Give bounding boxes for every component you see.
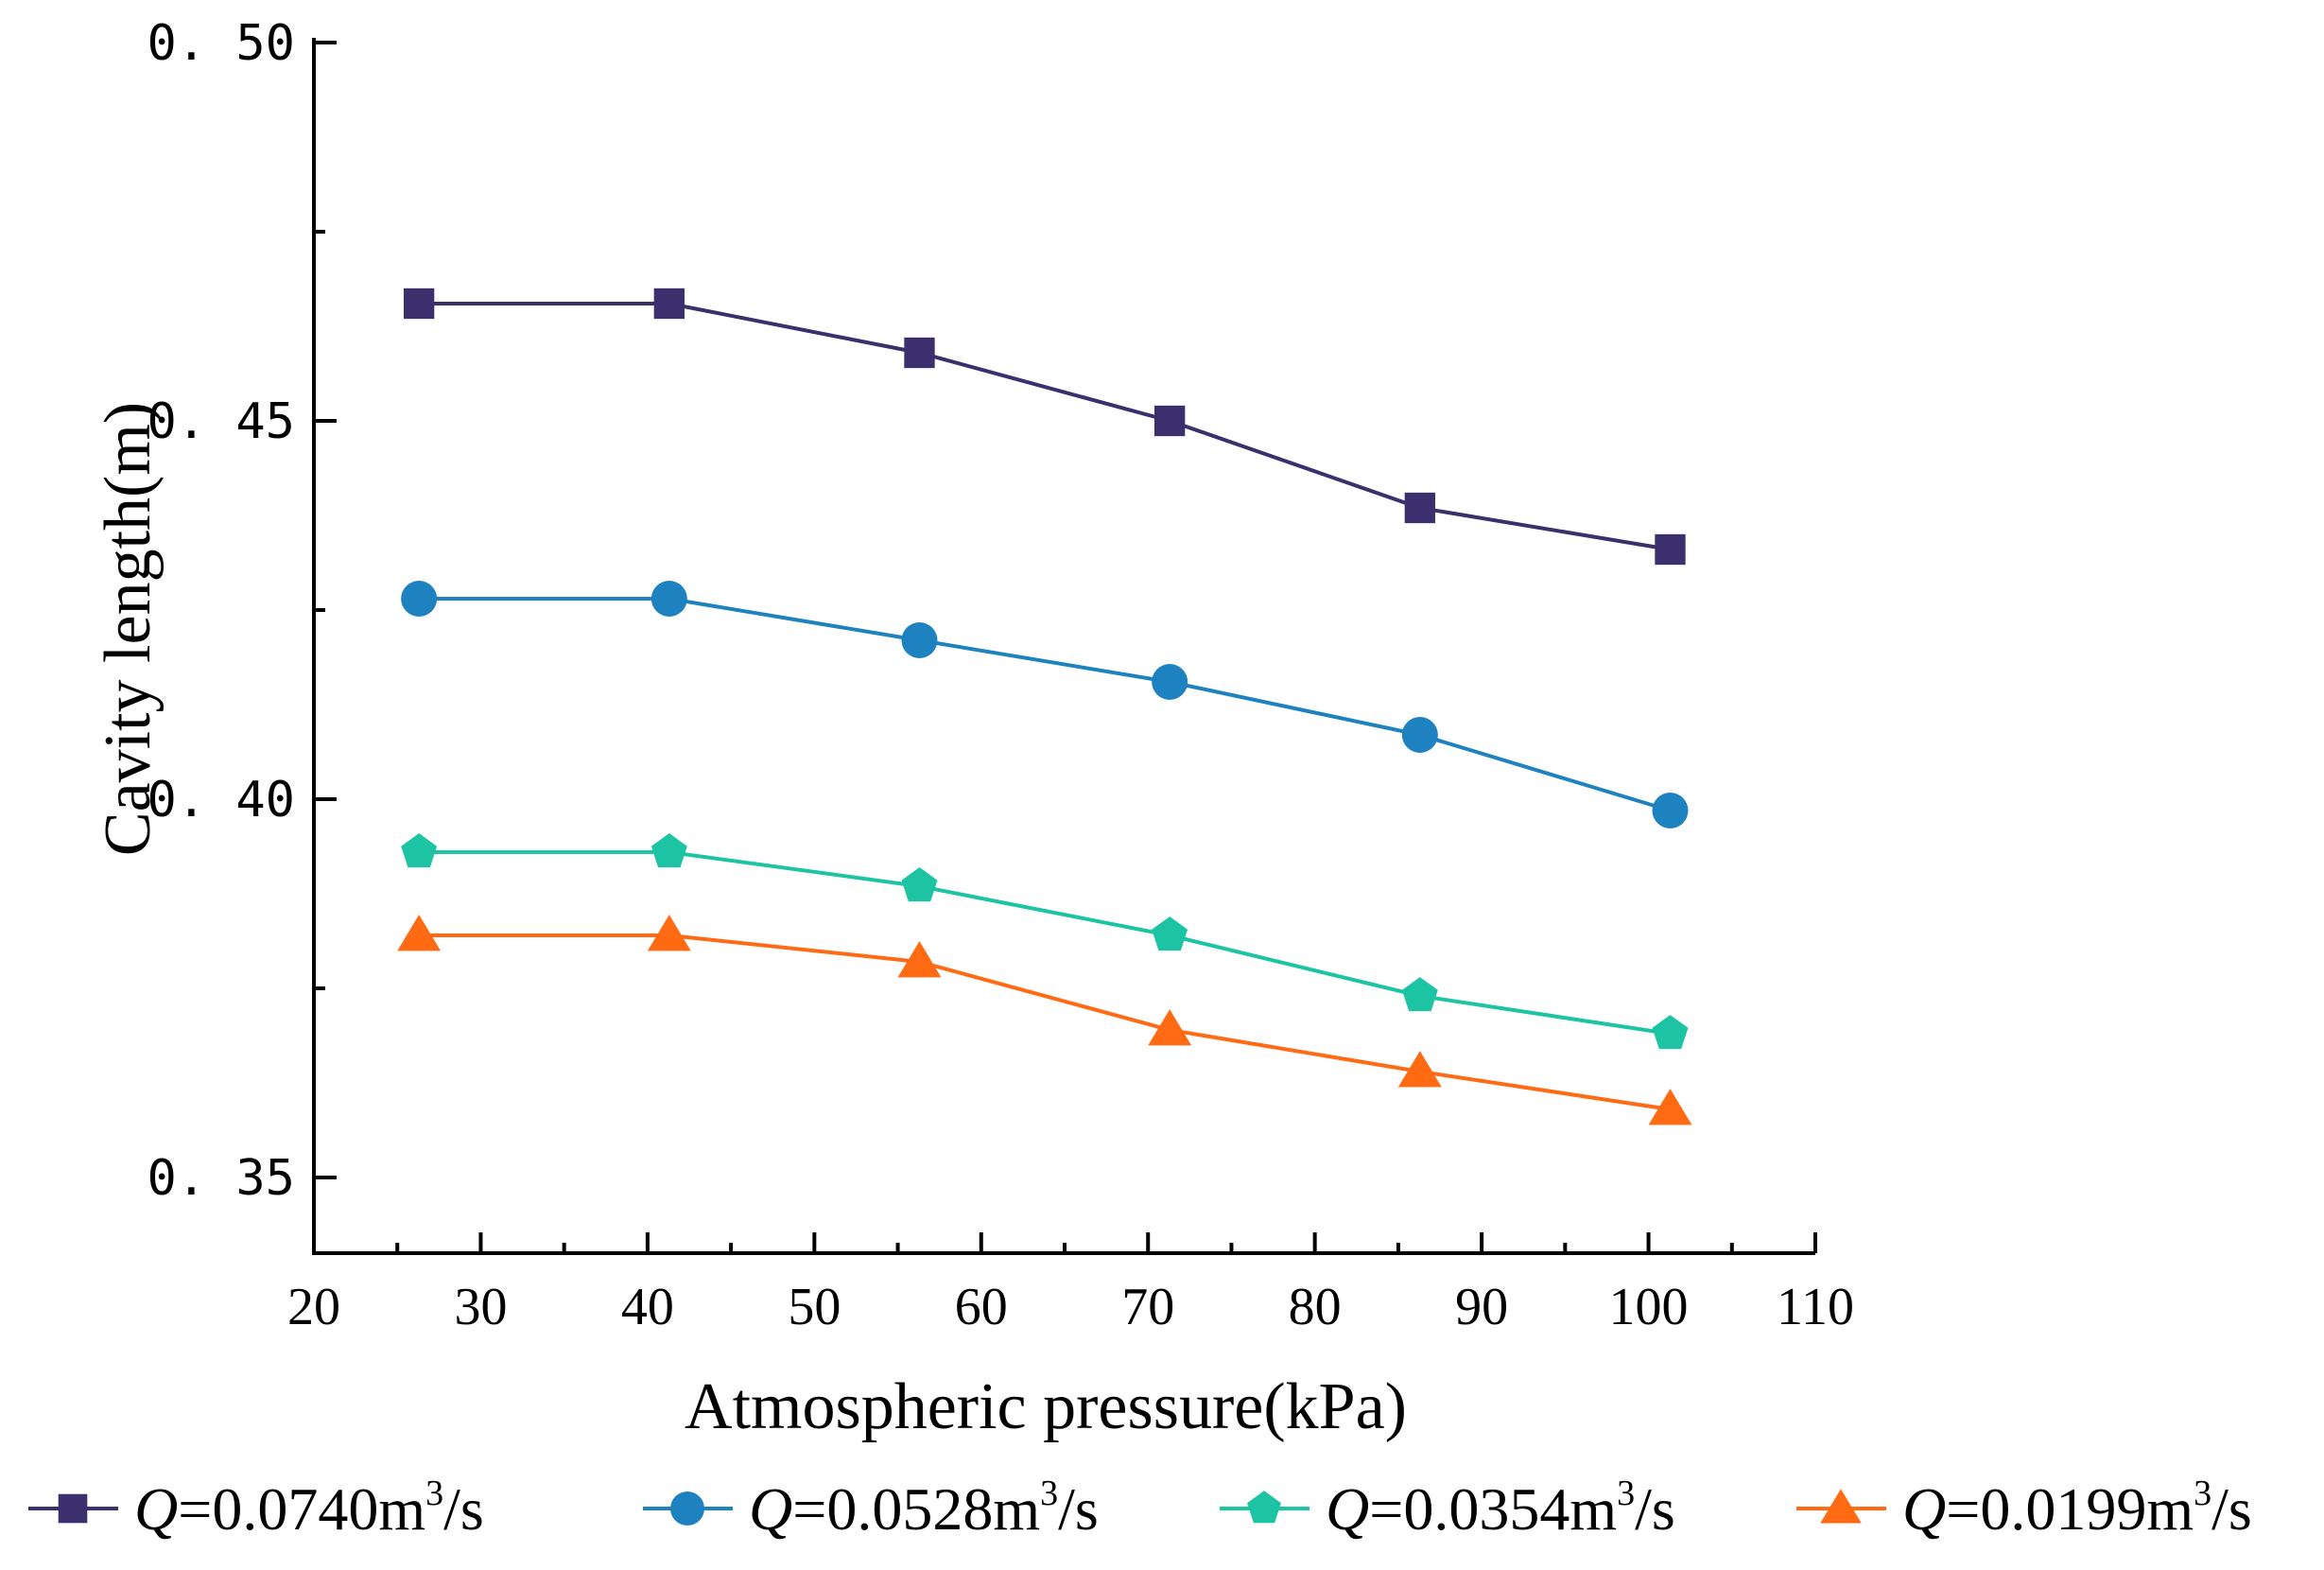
legend-label: Q=0.0528m3/s — [749, 1474, 1099, 1543]
y-tick-label: 0. 35 — [147, 1150, 295, 1207]
pentagon-marker — [1247, 1491, 1281, 1524]
legend-item-4: Q=0.0199m3/s — [1796, 1474, 2252, 1543]
x-axis-title: Atmospheric pressure(kPa) — [685, 1370, 1407, 1443]
series-line — [419, 302, 1671, 551]
triangle-marker — [1820, 1489, 1862, 1524]
legend-symbol: Q — [749, 1475, 792, 1543]
square-marker — [404, 288, 435, 320]
series-layer — [397, 288, 1692, 1125]
legend-label: Q=0.0354m3/s — [1326, 1474, 1675, 1543]
series-line — [419, 850, 1671, 1036]
pentagon-marker — [901, 867, 938, 902]
triangle-marker — [1648, 1089, 1692, 1125]
triangle-marker — [397, 915, 442, 951]
legend-unit: /s — [1635, 1475, 1675, 1543]
series-1 — [404, 288, 1686, 566]
square-marker — [904, 337, 935, 369]
square-marker — [58, 1493, 88, 1524]
legend-exponent: 3 — [1040, 1474, 1058, 1513]
pentagon-marker — [650, 833, 687, 868]
legend-exponent: 3 — [1617, 1474, 1635, 1513]
legend-item-2: Q=0.0528m3/s — [643, 1474, 1099, 1543]
x-tick-label: 90 — [1455, 1278, 1508, 1336]
series-2 — [401, 581, 1689, 829]
circle-marker — [650, 581, 687, 617]
circle-marker — [1652, 793, 1689, 829]
legend-unit: /s — [1058, 1475, 1099, 1543]
legend-value: =0.0354m — [1369, 1475, 1617, 1543]
legend: Q=0.0740m3/s Q=0.0528m3/s Q=0.0354m3/s Q=0.… — [28, 1474, 2252, 1543]
series-3 — [401, 833, 1689, 1050]
x-tick-label: 50 — [788, 1278, 841, 1336]
x-tick-label: 100 — [1609, 1278, 1689, 1336]
legend-symbol: Q — [1902, 1475, 1946, 1543]
legend-exponent: 3 — [2194, 1474, 2211, 1513]
legend-value: =0.0740m — [178, 1475, 425, 1543]
x-tick-label: 60 — [955, 1278, 1008, 1336]
circle-marker — [1152, 664, 1188, 700]
square-marker — [1404, 492, 1435, 524]
legend-unit: /s — [443, 1475, 484, 1543]
triangle-marker — [1397, 1051, 1442, 1088]
legend-unit: /s — [2211, 1475, 2252, 1543]
pentagon-marker — [1401, 977, 1438, 1012]
triangle-marker — [647, 915, 691, 951]
legend-symbol: Q — [134, 1475, 178, 1543]
y-tick-label: 0. 40 — [147, 772, 295, 829]
square-marker — [1655, 533, 1686, 566]
circle-marker — [901, 622, 938, 658]
pentagon-marker — [1152, 916, 1188, 951]
square-marker — [653, 288, 685, 320]
legend-symbol: Q — [1326, 1475, 1369, 1543]
y-tick-label: 0. 45 — [147, 393, 295, 450]
x-tick-label: 40 — [621, 1278, 674, 1336]
triangle-marker — [897, 941, 942, 978]
circle-marker — [1401, 717, 1438, 753]
square-marker — [1154, 405, 1186, 437]
x-tick-label: 30 — [454, 1278, 507, 1336]
circle-marker — [670, 1492, 704, 1526]
y-tick-label: 0. 50 — [147, 15, 295, 72]
series-4 — [397, 915, 1692, 1125]
triangle-marker — [1148, 1009, 1192, 1046]
x-tick-label: 80 — [1289, 1278, 1342, 1336]
legend-value: =0.0199m — [1946, 1475, 2194, 1543]
x-tick-label: 20 — [287, 1278, 340, 1336]
circle-marker — [401, 581, 438, 617]
pentagon-marker — [401, 833, 438, 868]
series-line — [419, 597, 1672, 812]
legend-value: =0.0528m — [792, 1475, 1040, 1543]
axes: 20 30 40 50 60 70 80 90 100 110 0. 35 0. 40 0. 45 0. … — [92, 15, 1854, 1443]
legend-label: Q=0.0740m3/s — [134, 1474, 484, 1543]
series-line — [419, 933, 1671, 1111]
legend-label: Q=0.0199m3/s — [1902, 1474, 2252, 1543]
x-tick-label: 70 — [1121, 1278, 1174, 1336]
legend-exponent: 3 — [425, 1474, 443, 1513]
y-axis-title: Cavity length(m) — [92, 402, 165, 856]
x-tick-label: 110 — [1777, 1278, 1854, 1336]
pentagon-marker — [1652, 1015, 1689, 1050]
legend-item-3: Q=0.0354m3/s — [1220, 1474, 1675, 1543]
legend-item-1: Q=0.0740m3/s — [28, 1474, 484, 1543]
